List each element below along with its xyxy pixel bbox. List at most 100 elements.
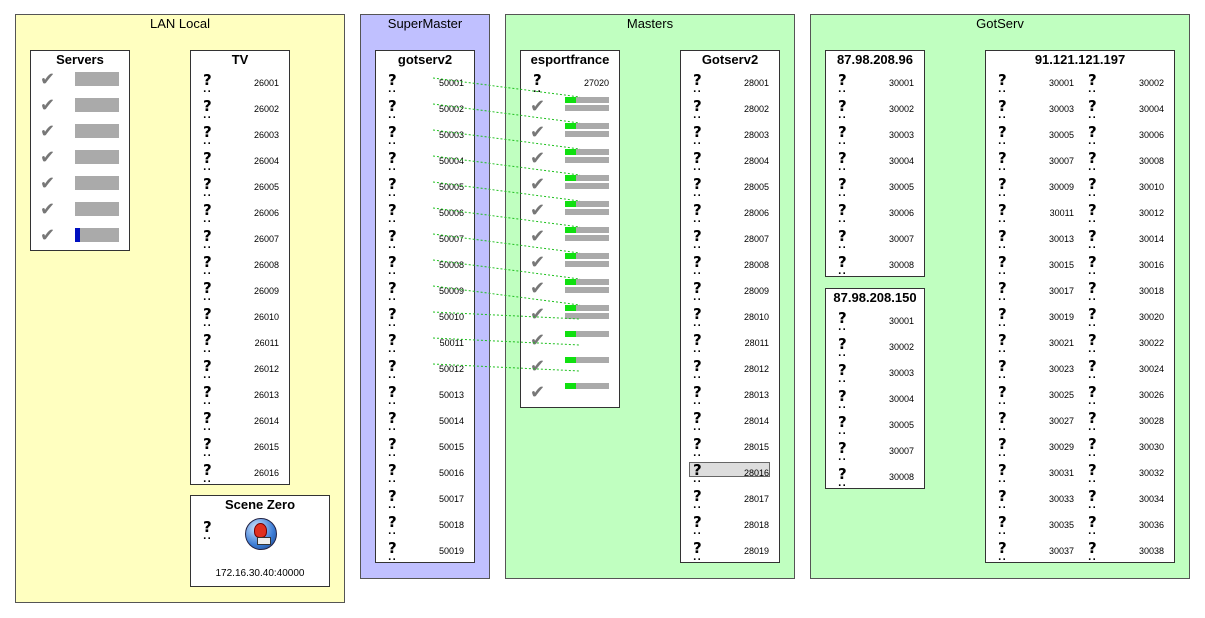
- port-row[interactable]: ?. . 50005: [376, 173, 474, 199]
- port-row[interactable]: ?. . 50004: [376, 147, 474, 173]
- port-row[interactable]: ?. . 26007: [191, 225, 289, 251]
- port-row[interactable]: ?. . 28002: [681, 95, 779, 121]
- port-row[interactable]: ?. . 50018: [376, 511, 474, 537]
- port-row[interactable]: ?. . 50012: [376, 355, 474, 381]
- server-row[interactable]: ✔: [31, 120, 129, 146]
- port-row[interactable]: ?. . 50017: [376, 485, 474, 511]
- port-row[interactable]: ?. . 26011: [191, 329, 289, 355]
- port-row[interactable]: ?. . 30004: [826, 385, 924, 411]
- port-row[interactable]: ?. . 30027 ?. . 30028: [986, 407, 1174, 433]
- port-row[interactable]: ?. . 26012: [191, 355, 289, 381]
- port-row[interactable]: ?. . 28016: [681, 459, 779, 485]
- server-row[interactable]: ✔: [31, 94, 129, 120]
- port-row[interactable]: ?. . 26008: [191, 251, 289, 277]
- port-row[interactable]: ?. . 30011 ?. . 30012: [986, 199, 1174, 225]
- port-row[interactable]: ?. . 26015: [191, 433, 289, 459]
- port-row[interactable]: ?. . 26006: [191, 199, 289, 225]
- game-server-row[interactable]: ✔: [521, 95, 619, 121]
- port-row[interactable]: ?. . 50007: [376, 225, 474, 251]
- port-row[interactable]: ?. . 30001 ?. . 30002: [986, 69, 1174, 95]
- port-row[interactable]: ?. . 26001: [191, 69, 289, 95]
- port-row[interactable]: ?. . 26010: [191, 303, 289, 329]
- port-row[interactable]: ?. . 30029 ?. . 30030: [986, 433, 1174, 459]
- port-row[interactable]: ?. . 28011: [681, 329, 779, 355]
- port-row[interactable]: ?. . 30008: [826, 251, 924, 277]
- port-row[interactable]: ?. . 50008: [376, 251, 474, 277]
- port-row[interactable]: ?. . 28003: [681, 121, 779, 147]
- port-row[interactable]: ?. . 28004: [681, 147, 779, 173]
- game-server-row[interactable]: ✔: [521, 381, 619, 407]
- port-row[interactable]: ?. . 50001: [376, 69, 474, 95]
- server-row[interactable]: ✔: [31, 198, 129, 224]
- port-row[interactable]: ?. . 30003 ?. . 30004: [986, 95, 1174, 121]
- port-row[interactable]: ?. . 28013: [681, 381, 779, 407]
- port-row[interactable]: ?. . 30009 ?. . 30010: [986, 173, 1174, 199]
- port-row[interactable]: ?. . 30008: [826, 463, 924, 489]
- port-row[interactable]: ?. . 30019 ?. . 30020: [986, 303, 1174, 329]
- port-row[interactable]: ?. . 26016: [191, 459, 289, 485]
- port-row[interactable]: ?. . 26002: [191, 95, 289, 121]
- port-row[interactable]: ?. . 28012: [681, 355, 779, 381]
- port-row[interactable]: ?. . 30021 ?. . 30022: [986, 329, 1174, 355]
- port-row[interactable]: ?. . 50014: [376, 407, 474, 433]
- port-row[interactable]: ?. . 30001: [826, 307, 924, 333]
- game-server-row[interactable]: ✔: [521, 173, 619, 199]
- port-row[interactable]: ?. . 28001: [681, 69, 779, 95]
- port-row[interactable]: ?. . 30017 ?. . 30018: [986, 277, 1174, 303]
- port-row[interactable]: ?. . 26009: [191, 277, 289, 303]
- port-row[interactable]: ?. . 50015: [376, 433, 474, 459]
- port-row[interactable]: ?. . 28007: [681, 225, 779, 251]
- port-row[interactable]: ?. . 28008: [681, 251, 779, 277]
- port-row[interactable]: ?. . 30005: [826, 173, 924, 199]
- game-server-row[interactable]: ✔: [521, 121, 619, 147]
- port-row[interactable]: ?. . 30007: [826, 437, 924, 463]
- port-row[interactable]: ?. . 50013: [376, 381, 474, 407]
- port-row[interactable]: ?. . 50002: [376, 95, 474, 121]
- port-row[interactable]: ?. . 50003: [376, 121, 474, 147]
- port-row[interactable]: ?. . 30003: [826, 121, 924, 147]
- port-row[interactable]: ?. . 30025 ?. . 30026: [986, 381, 1174, 407]
- port-row[interactable]: ?. . 30033 ?. . 30034: [986, 485, 1174, 511]
- game-server-row[interactable]: ✔: [521, 329, 619, 355]
- port-row[interactable]: ?. . 28019: [681, 537, 779, 563]
- port-row[interactable]: ?. . 30005: [826, 411, 924, 437]
- server-row[interactable]: ✔: [31, 224, 129, 250]
- port-row[interactable]: ?. . 50011: [376, 329, 474, 355]
- port-row[interactable]: ?. . 26013: [191, 381, 289, 407]
- server-row[interactable]: ✔: [31, 146, 129, 172]
- port-row[interactable]: ?. . 28014: [681, 407, 779, 433]
- port-row[interactable]: ?. . 28015: [681, 433, 779, 459]
- port-row[interactable]: ?. . 27020: [521, 69, 619, 95]
- port-row[interactable]: ?. . 50006: [376, 199, 474, 225]
- port-row[interactable]: ?. . 28005: [681, 173, 779, 199]
- port-row[interactable]: ?. . 30003: [826, 359, 924, 385]
- port-row[interactable]: ?. . 30013 ?. . 30014: [986, 225, 1174, 251]
- port-row[interactable]: ?. . 28018: [681, 511, 779, 537]
- port-row[interactable]: ?. . 50010: [376, 303, 474, 329]
- game-server-row[interactable]: ✔: [521, 147, 619, 173]
- game-server-row[interactable]: ✔: [521, 251, 619, 277]
- port-row[interactable]: ?. . 30005 ?. . 30006: [986, 121, 1174, 147]
- port-row[interactable]: ?. . 26014: [191, 407, 289, 433]
- port-row[interactable]: ?. . 30007: [826, 225, 924, 251]
- port-row[interactable]: ?. . 50016: [376, 459, 474, 485]
- port-row[interactable]: ?. . 26004: [191, 147, 289, 173]
- port-row[interactable]: ?. . 30031 ?. . 30032: [986, 459, 1174, 485]
- server-row[interactable]: ✔: [31, 172, 129, 198]
- port-row[interactable]: ?. . 30006: [826, 199, 924, 225]
- game-server-row[interactable]: ✔: [521, 355, 619, 381]
- port-row[interactable]: ?. . 28006: [681, 199, 779, 225]
- port-row[interactable]: ?. . 28010: [681, 303, 779, 329]
- port-row[interactable]: ?. . 26005: [191, 173, 289, 199]
- port-row[interactable]: ?. . 30004: [826, 147, 924, 173]
- port-row[interactable]: ?. . 28017: [681, 485, 779, 511]
- port-row[interactable]: ?. . 30002: [826, 95, 924, 121]
- port-row[interactable]: ?. . 50019: [376, 537, 474, 563]
- scene-zero-icon[interactable]: [245, 518, 277, 550]
- port-row[interactable]: ?. . 30037 ?. . 30038: [986, 537, 1174, 563]
- port-row[interactable]: ?. . 50009: [376, 277, 474, 303]
- game-server-row[interactable]: ✔: [521, 225, 619, 251]
- server-row[interactable]: ✔: [31, 68, 129, 94]
- scene-zero-panel[interactable]: Scene Zero ?. . 172.16.30.40:40000: [190, 495, 330, 587]
- port-row[interactable]: ?. . 28009: [681, 277, 779, 303]
